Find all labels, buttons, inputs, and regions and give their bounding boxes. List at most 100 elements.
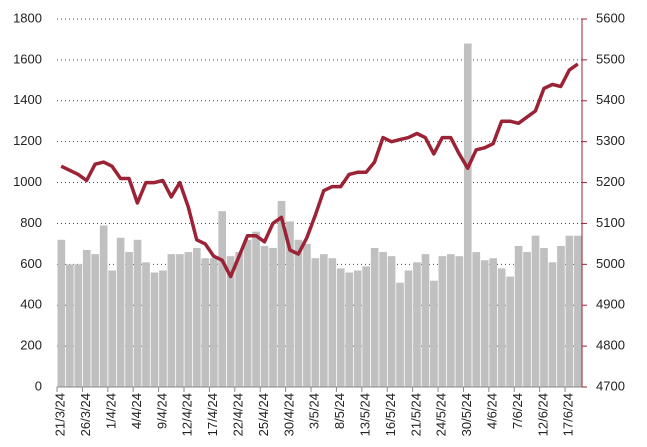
x-tick-label: 17/4/24 [205, 393, 220, 436]
x-tick-label: 21/3/24 [53, 393, 68, 436]
x-tick-label: 26/3/24 [78, 393, 93, 436]
bar [184, 252, 193, 387]
bar [311, 258, 320, 387]
bar [370, 247, 379, 387]
bar [133, 239, 142, 387]
y-tick-label: 1200 [13, 133, 42, 148]
bar [108, 270, 116, 387]
bar [57, 239, 66, 387]
bar [379, 252, 387, 387]
y2-tick-label: 5100 [596, 215, 625, 230]
bar [447, 254, 455, 387]
bar [463, 43, 472, 388]
bar [201, 258, 210, 387]
bar [209, 258, 218, 387]
bar [353, 270, 362, 387]
bar [455, 256, 464, 387]
y2-tick-label: 5500 [596, 51, 625, 66]
bar [252, 231, 260, 387]
y-tick-label: 200 [20, 338, 42, 353]
bar [303, 243, 311, 387]
bar [286, 221, 294, 387]
bar [116, 237, 125, 387]
bar [218, 211, 227, 387]
bar [345, 272, 354, 387]
bar [260, 245, 269, 387]
bar [192, 247, 201, 387]
y2-tick-label: 4700 [596, 378, 625, 393]
bar [320, 254, 328, 387]
bar [328, 258, 337, 387]
bar [421, 254, 430, 387]
y-tick-label: 1400 [13, 92, 42, 107]
bar [269, 247, 277, 387]
bar [82, 250, 91, 387]
bar [277, 200, 286, 387]
x-tick-label: 24/5/24 [434, 393, 449, 436]
bar [243, 239, 252, 387]
bar [142, 262, 150, 387]
x-tick-label: 8/5/24 [332, 393, 347, 429]
y2-tick-label: 4800 [596, 338, 625, 353]
bar [574, 235, 582, 387]
bar [167, 254, 176, 387]
y-tick-label: 1800 [13, 10, 42, 25]
bar [557, 245, 565, 387]
y2-tick-label: 5300 [596, 133, 625, 148]
bar [548, 262, 557, 387]
bar [150, 272, 159, 387]
bar [91, 254, 100, 387]
y2-tick-label: 4900 [596, 297, 625, 312]
x-tick-label: 30/4/24 [281, 393, 296, 436]
bar [74, 264, 83, 387]
bar [404, 270, 413, 387]
bar [362, 266, 371, 387]
bar [159, 270, 167, 387]
bar [472, 252, 481, 387]
y-tick-label: 400 [20, 297, 42, 312]
bar [506, 276, 514, 387]
bar [387, 256, 396, 387]
bar [65, 264, 74, 387]
x-tick-label: 7/6/24 [510, 393, 525, 429]
bar [523, 252, 531, 387]
y-tick-label: 0 [35, 378, 42, 393]
bar [125, 252, 133, 387]
bar [176, 254, 184, 387]
x-tick-label: 1/4/24 [103, 393, 118, 429]
x-tick-label: 12/6/24 [535, 393, 550, 436]
bar [514, 245, 523, 387]
bar [497, 268, 506, 387]
x-tick-label: 3/5/24 [307, 393, 322, 429]
y2-tick-label: 5600 [596, 10, 625, 25]
x-tick-label: 16/5/24 [383, 393, 398, 436]
bar [294, 239, 303, 387]
x-tick-label: 21/5/24 [408, 393, 423, 436]
y-tick-label: 1600 [13, 51, 42, 66]
bar [540, 247, 548, 387]
bar [480, 260, 489, 387]
bar [226, 256, 235, 387]
x-tick-label: 25/4/24 [256, 393, 271, 436]
bar [430, 280, 438, 387]
x-tick-label: 17/6/24 [561, 393, 576, 436]
bar [531, 235, 540, 387]
x-tick-label: 13/5/24 [358, 393, 373, 436]
bar [565, 235, 574, 387]
bar [396, 282, 404, 387]
bar [336, 268, 345, 387]
y2-tick-label: 5400 [596, 92, 625, 107]
y2-tick-label: 5200 [596, 174, 625, 189]
y-tick-label: 600 [20, 256, 42, 271]
x-tick-label: 4/6/24 [485, 393, 500, 429]
bar [99, 225, 108, 387]
bar [413, 262, 421, 387]
x-tick-label: 12/4/24 [180, 393, 195, 436]
line [60, 62, 579, 279]
bar [489, 258, 498, 387]
y-tick-label: 1000 [13, 174, 42, 189]
bar [235, 252, 243, 387]
x-tick-label: 22/4/24 [230, 393, 245, 436]
y-tick-label: 800 [20, 215, 42, 230]
